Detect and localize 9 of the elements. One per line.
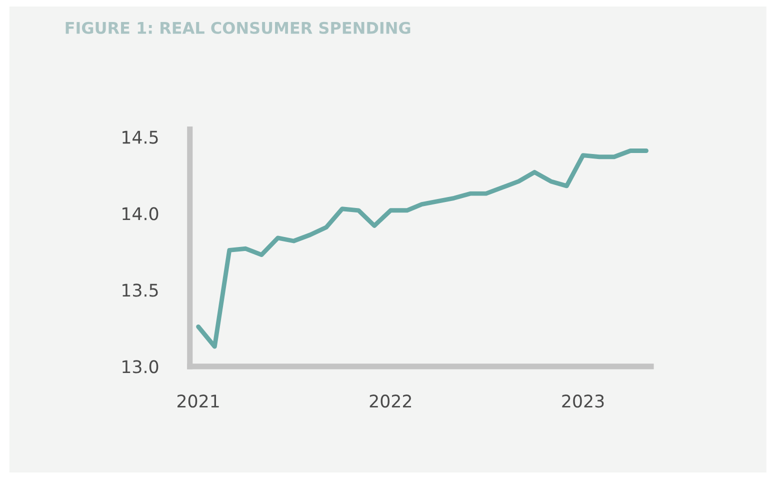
y-tick-label: 14.0: [122, 207, 158, 220]
line-series: [196, 148, 648, 349]
y-tick-label: 14.5: [122, 130, 158, 144]
chart-title: FIGURE 1: REAL CONSUMER SPENDING: [66, 22, 410, 34]
y-tick-label: 13.0: [122, 360, 158, 374]
x-tick-label: 2023: [562, 394, 604, 408]
x-tick-label: 2021: [177, 394, 219, 408]
y-tick-label: 13.5: [122, 284, 158, 297]
x-tick-label: 2022: [370, 394, 412, 408]
